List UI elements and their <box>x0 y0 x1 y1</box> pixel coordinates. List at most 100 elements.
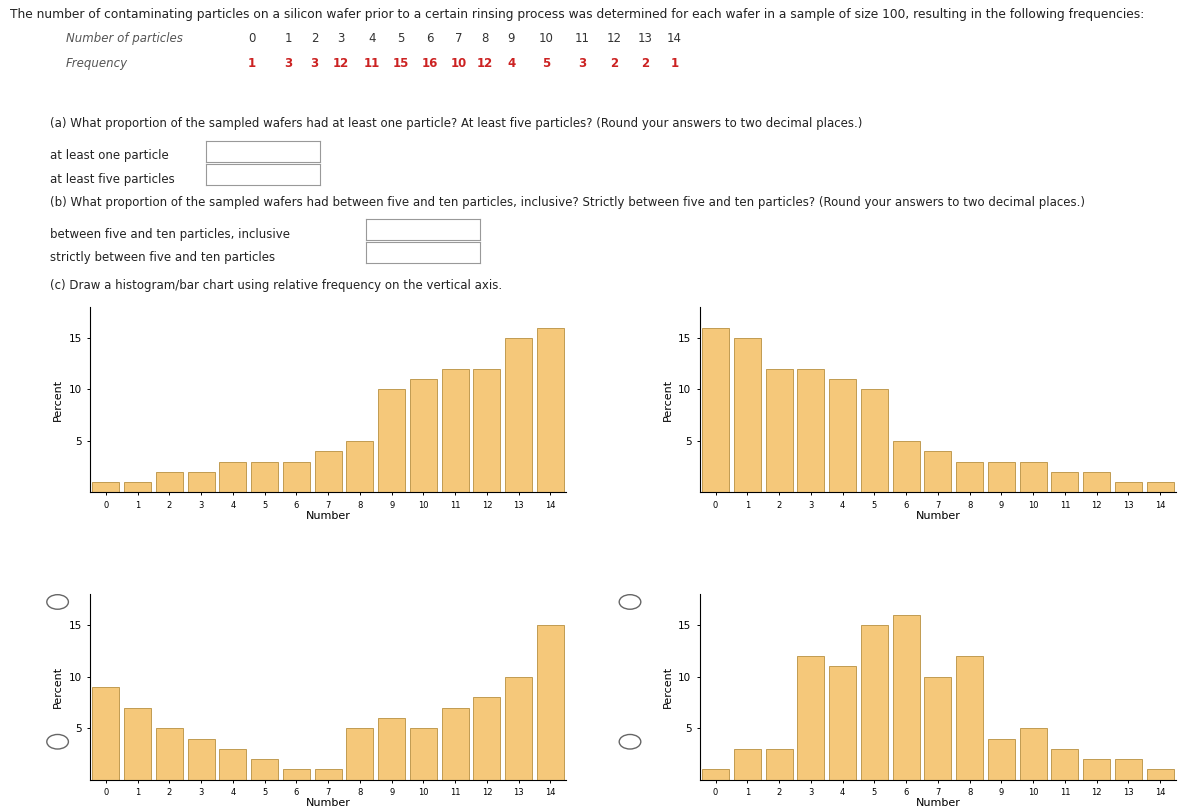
Bar <box>92 482 119 492</box>
Bar <box>251 760 278 780</box>
Text: 12: 12 <box>607 32 622 45</box>
Text: 0: 0 <box>248 32 256 45</box>
Bar <box>187 739 215 780</box>
Bar <box>251 461 278 492</box>
Text: Frequency: Frequency <box>66 57 128 69</box>
Text: 1: 1 <box>284 32 292 45</box>
Bar <box>536 327 564 492</box>
Bar <box>988 739 1015 780</box>
Bar <box>187 472 215 492</box>
Bar <box>734 749 761 780</box>
Bar <box>1115 760 1142 780</box>
Text: at least five particles: at least five particles <box>50 173 175 186</box>
Text: 3: 3 <box>337 32 344 45</box>
Text: 14: 14 <box>667 32 682 45</box>
X-axis label: Number: Number <box>916 511 960 521</box>
Text: 2: 2 <box>642 57 649 69</box>
Y-axis label: Percent: Percent <box>53 379 62 421</box>
Text: 11: 11 <box>575 32 589 45</box>
Bar <box>314 769 342 780</box>
Bar <box>766 749 792 780</box>
Text: 9: 9 <box>508 32 515 45</box>
Text: (b) What proportion of the sampled wafers had between five and ten particles, in: (b) What proportion of the sampled wafer… <box>50 196 1086 208</box>
Text: 2: 2 <box>311 32 318 45</box>
Bar <box>1051 472 1079 492</box>
Text: Number of particles: Number of particles <box>66 32 182 45</box>
Bar <box>1147 769 1174 780</box>
Text: 8: 8 <box>481 32 488 45</box>
Text: 1: 1 <box>248 57 256 69</box>
Bar <box>283 461 310 492</box>
Text: ↗: ↗ <box>59 74 72 89</box>
Text: (c) Draw a histogram/bar chart using relative frequency on the vertical axis.: (c) Draw a histogram/bar chart using rel… <box>50 279 503 292</box>
Text: 4: 4 <box>368 32 376 45</box>
Y-axis label: Percent: Percent <box>662 379 672 421</box>
Text: 12: 12 <box>476 57 493 69</box>
Bar <box>797 656 824 780</box>
Text: 5: 5 <box>542 57 550 69</box>
Y-axis label: Percent: Percent <box>53 666 62 708</box>
Bar <box>347 441 373 492</box>
Text: 2: 2 <box>611 57 618 69</box>
Text: The number of contaminating particles on a silicon wafer prior to a certain rins: The number of contaminating particles on… <box>10 8 1144 21</box>
Text: 5: 5 <box>397 32 404 45</box>
Text: 3: 3 <box>311 57 318 69</box>
Text: 7: 7 <box>455 32 462 45</box>
Bar <box>156 472 182 492</box>
Text: 6: 6 <box>426 32 433 45</box>
Bar <box>378 389 406 492</box>
Bar <box>124 708 151 780</box>
Bar <box>893 615 919 780</box>
Bar <box>283 769 310 780</box>
Bar <box>1115 482 1142 492</box>
Bar <box>1084 472 1110 492</box>
Bar <box>505 677 532 780</box>
Bar <box>220 461 246 492</box>
Bar <box>924 677 952 780</box>
X-axis label: Number: Number <box>306 511 350 521</box>
Bar <box>378 718 406 780</box>
Bar <box>829 667 856 780</box>
Bar <box>442 708 469 780</box>
Text: 4: 4 <box>508 57 515 69</box>
Bar <box>702 327 730 492</box>
Bar <box>314 451 342 492</box>
Text: 11: 11 <box>364 57 380 69</box>
Bar <box>410 379 437 492</box>
Bar <box>1020 728 1046 780</box>
Bar <box>734 338 761 492</box>
Bar <box>860 625 888 780</box>
Text: at least one particle: at least one particle <box>50 149 169 162</box>
Bar <box>860 389 888 492</box>
Bar <box>797 368 824 492</box>
Text: 12: 12 <box>332 57 349 69</box>
Bar <box>410 728 437 780</box>
Text: strictly between five and ten particles: strictly between five and ten particles <box>50 251 276 264</box>
Text: 3: 3 <box>284 57 292 69</box>
Text: 10: 10 <box>450 57 467 69</box>
Text: 15: 15 <box>392 57 409 69</box>
Bar <box>956 656 983 780</box>
X-axis label: Number: Number <box>916 798 960 808</box>
X-axis label: Number: Number <box>306 798 350 808</box>
Bar <box>124 482 151 492</box>
Bar <box>474 697 500 780</box>
Text: 16: 16 <box>421 57 438 69</box>
Bar <box>156 728 182 780</box>
Text: (a) What proportion of the sampled wafers had at least one particle? At least fi: (a) What proportion of the sampled wafer… <box>50 117 863 130</box>
Text: 1: 1 <box>671 57 678 69</box>
Text: between five and ten particles, inclusive: between five and ten particles, inclusiv… <box>50 228 290 241</box>
Bar <box>474 368 500 492</box>
Bar <box>766 368 792 492</box>
Text: 10: 10 <box>539 32 553 45</box>
Text: 3: 3 <box>578 57 586 69</box>
Bar <box>956 461 983 492</box>
Bar <box>536 625 564 780</box>
Text: USE SALT: USE SALT <box>90 75 151 88</box>
Bar <box>92 687 119 780</box>
Bar <box>1020 461 1046 492</box>
Bar <box>505 338 532 492</box>
Bar <box>220 749 246 780</box>
Bar <box>1084 760 1110 780</box>
Bar <box>1147 482 1174 492</box>
